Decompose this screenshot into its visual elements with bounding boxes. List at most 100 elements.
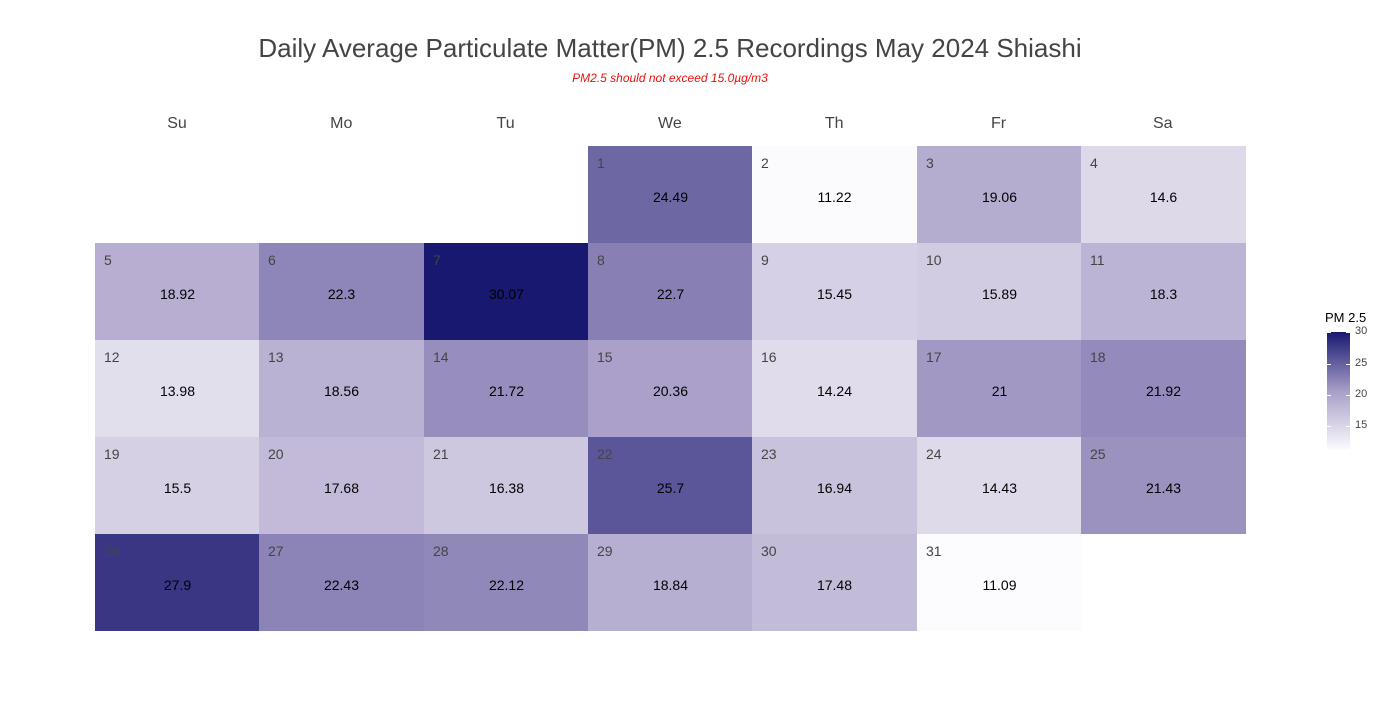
legend-tick-mark bbox=[1346, 332, 1350, 334]
day-value-label: 18.3 bbox=[1149, 286, 1178, 302]
day-number: 31 bbox=[926, 543, 942, 559]
legend-title: PM 2.5 bbox=[1325, 310, 1367, 325]
legend-tick-mark bbox=[1346, 394, 1350, 396]
day-value-label: 18.56 bbox=[323, 383, 360, 399]
day-value-label: 18.84 bbox=[652, 577, 689, 593]
day-cell: 20 17.68 bbox=[259, 437, 424, 534]
day-number: 14 bbox=[433, 349, 449, 365]
day-value-label: 17.68 bbox=[323, 480, 360, 496]
day-cell: 23 16.94 bbox=[752, 437, 917, 534]
legend-tick-label: 25 bbox=[1355, 356, 1368, 369]
day-number: 27 bbox=[268, 543, 284, 559]
day-value-label: 20.36 bbox=[652, 383, 689, 399]
day-value-label: 13.98 bbox=[159, 383, 196, 399]
day-number: 2 bbox=[761, 155, 769, 171]
day-number: 22 bbox=[597, 446, 613, 462]
day-cell: 15 20.36 bbox=[588, 340, 753, 437]
day-value-label: 19.06 bbox=[981, 189, 1018, 205]
day-cell: 12 13.98 bbox=[95, 340, 260, 437]
day-cell: 2 11.22 bbox=[752, 146, 917, 243]
day-value-label: 11.09 bbox=[982, 577, 1017, 593]
day-cell: 25 21.43 bbox=[1081, 437, 1246, 534]
day-cell: 3 19.06 bbox=[917, 146, 1082, 243]
day-number: 7 bbox=[433, 252, 441, 268]
day-cell: 31 11.09 bbox=[917, 534, 1082, 631]
day-value-label: 15.5 bbox=[163, 480, 192, 496]
day-value-label: 21.92 bbox=[1145, 383, 1182, 399]
day-value-label: 18.92 bbox=[159, 286, 196, 302]
day-value-label: 21.72 bbox=[488, 383, 525, 399]
day-cell: 29 18.84 bbox=[588, 534, 753, 631]
day-number: 23 bbox=[761, 446, 777, 462]
day-value-label: 22.7 bbox=[656, 286, 685, 302]
day-number: 13 bbox=[268, 349, 284, 365]
day-value-label: 25.7 bbox=[656, 480, 685, 496]
day-value-label: 11.22 bbox=[817, 189, 852, 205]
day-cell: 24 14.43 bbox=[917, 437, 1082, 534]
day-number: 20 bbox=[268, 446, 284, 462]
day-number: 5 bbox=[104, 252, 112, 268]
day-number: 8 bbox=[597, 252, 605, 268]
day-number: 19 bbox=[104, 446, 120, 462]
day-number: 24 bbox=[926, 446, 942, 462]
legend-tick-label: 30 bbox=[1355, 325, 1368, 338]
day-cell: 8 22.7 bbox=[588, 243, 753, 340]
day-cell: 16 14.24 bbox=[752, 340, 917, 437]
day-value-label: 14.6 bbox=[1149, 189, 1178, 205]
day-cell: 19 15.5 bbox=[95, 437, 260, 534]
day-cell: 7 30.07 bbox=[424, 243, 589, 340]
day-cell: 21 16.38 bbox=[424, 437, 589, 534]
day-cell: 17 21 bbox=[917, 340, 1082, 437]
day-cell: 4 14.6 bbox=[1081, 146, 1246, 243]
day-value-label: 22.12 bbox=[488, 577, 525, 593]
day-cell: 14 21.72 bbox=[424, 340, 589, 437]
day-number: 16 bbox=[761, 349, 777, 365]
legend-tick-mark bbox=[1327, 394, 1331, 396]
day-cell: 27 22.43 bbox=[259, 534, 424, 631]
day-number: 3 bbox=[926, 155, 934, 171]
weekday-label: We bbox=[658, 115, 682, 132]
day-value-label: 14.43 bbox=[981, 480, 1018, 496]
day-number: 15 bbox=[597, 349, 613, 365]
day-cell: 9 15.45 bbox=[752, 243, 917, 340]
day-number: 28 bbox=[433, 543, 449, 559]
day-number: 4 bbox=[1090, 155, 1098, 171]
legend-tick-mark bbox=[1346, 363, 1350, 365]
day-number: 9 bbox=[761, 252, 769, 268]
day-number: 10 bbox=[926, 252, 942, 268]
day-cell: 6 22.3 bbox=[259, 243, 424, 340]
day-number: 18 bbox=[1090, 349, 1106, 365]
chart-subtitle: PM2.5 should not exceed 15.0µg/m3 bbox=[572, 71, 768, 85]
day-cell: 22 25.7 bbox=[588, 437, 753, 534]
weekday-label: Th bbox=[824, 115, 844, 132]
legend-tick-mark bbox=[1346, 425, 1350, 427]
legend-color-bar bbox=[1327, 332, 1350, 450]
day-value-label: 22.3 bbox=[327, 286, 356, 302]
legend-tick-label: 15 bbox=[1355, 418, 1368, 431]
day-number: 21 bbox=[433, 446, 449, 462]
weekday-label: Sa bbox=[1153, 115, 1173, 132]
day-cell: 30 17.48 bbox=[752, 534, 917, 631]
day-number: 11 bbox=[1090, 252, 1105, 268]
legend-tick-mark bbox=[1327, 363, 1331, 365]
day-cell: 26 27.9 bbox=[95, 534, 260, 631]
day-value-label: 27.9 bbox=[163, 577, 192, 593]
day-value-label: 15.45 bbox=[816, 286, 853, 302]
day-number: 26 bbox=[104, 543, 120, 559]
day-cell: 1 24.49 bbox=[588, 146, 753, 243]
legend-tick-mark bbox=[1327, 425, 1331, 427]
weekday-label: Tu bbox=[496, 115, 515, 132]
day-number: 30 bbox=[761, 543, 777, 559]
day-cell: 10 15.89 bbox=[917, 243, 1082, 340]
day-value-label: 16.38 bbox=[488, 480, 525, 496]
day-number: 17 bbox=[926, 349, 942, 365]
day-number: 12 bbox=[104, 349, 120, 365]
day-value-label: 21.43 bbox=[1145, 480, 1182, 496]
day-cell: 28 22.12 bbox=[424, 534, 589, 631]
weekday-label: Fr bbox=[990, 115, 1007, 132]
day-value-label: 14.24 bbox=[816, 383, 853, 399]
day-cell: 5 18.92 bbox=[95, 243, 260, 340]
weekday-label: Su bbox=[167, 115, 187, 132]
chart-title: Daily Average Particulate Matter(PM) 2.5… bbox=[258, 33, 1082, 63]
day-value-label: 30.07 bbox=[488, 286, 525, 302]
